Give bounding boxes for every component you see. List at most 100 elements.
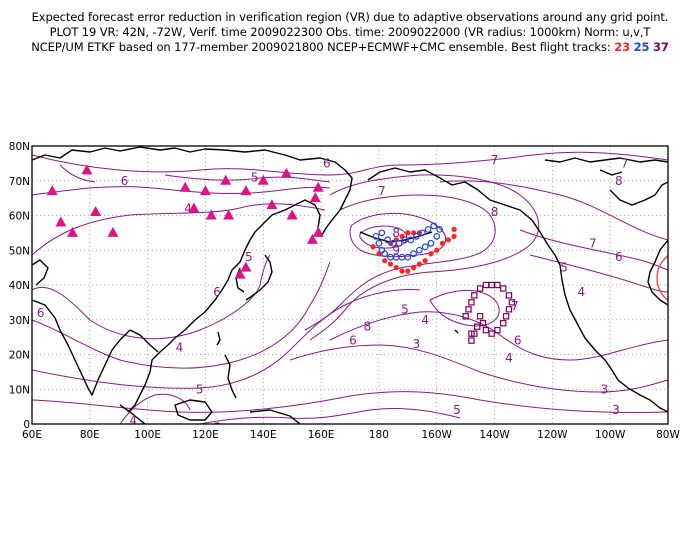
- track-point-purple: [482, 326, 490, 334]
- track-point-blue: [424, 225, 432, 233]
- track-point-red: [393, 265, 399, 271]
- observation-triangle: [90, 206, 102, 217]
- lon-tick-label: 100E: [134, 429, 161, 441]
- contour-label: 3: [612, 403, 620, 417]
- track-point-purple: [465, 306, 472, 313]
- observation-triangle: [179, 181, 191, 192]
- observation-triangle: [81, 164, 93, 175]
- observation-triangle: [312, 226, 324, 237]
- track-point-purple: [474, 323, 481, 330]
- contour-line: [349, 212, 447, 258]
- observation-triangle: [306, 233, 318, 244]
- contour-label: 3: [601, 382, 609, 396]
- observation-triangle: [234, 268, 246, 279]
- coastline-china: [174, 239, 251, 339]
- contour-line: [199, 407, 461, 424]
- contour-line: [529, 254, 668, 293]
- contour-label: 7: [378, 184, 386, 198]
- contour-label: 4: [421, 313, 429, 327]
- contour-line: [429, 289, 500, 327]
- lon-tick-label: 80W: [656, 429, 680, 441]
- contour-label: 7: [491, 153, 499, 167]
- lat-tick-label: 80N: [9, 141, 30, 153]
- coastline-bay: [129, 329, 159, 353]
- observation-triangle: [223, 209, 235, 220]
- map-frame: [31, 145, 669, 425]
- track-point-purple: [468, 337, 475, 344]
- track-point-red: [439, 240, 446, 246]
- track-point-purple: [476, 313, 484, 320]
- contour-label: 6: [213, 285, 221, 299]
- lat-tick-label: 30N: [9, 315, 30, 327]
- contour-label: 8: [364, 320, 372, 334]
- contour-label: 6: [349, 334, 357, 348]
- track-point-blue: [410, 250, 418, 258]
- track-point-red: [399, 268, 405, 274]
- track-point-blue: [381, 250, 389, 258]
- track-point-purple: [502, 313, 510, 320]
- contour-line: [32, 391, 668, 413]
- track-point-purple: [494, 326, 501, 334]
- lon-tick-label: 120W: [537, 429, 568, 441]
- latitude-labels: 0 10N 20N 30N 40N 50N 60N 70N 80N: [9, 141, 30, 431]
- coastline-islands-arctic: [599, 169, 623, 176]
- track-point-purple: [476, 285, 484, 292]
- observation-triangle: [266, 199, 278, 210]
- contour-label: 9: [392, 243, 400, 257]
- contour-label: 6: [37, 306, 45, 320]
- track-label-purple: 37: [652, 40, 669, 54]
- lon-tick-label: 160E: [308, 429, 335, 441]
- track-point-red: [451, 233, 457, 239]
- coastline-borneo: [174, 399, 213, 421]
- observation-triangle: [280, 167, 292, 178]
- observation-triangle: [220, 174, 232, 185]
- track-point-purple: [468, 330, 475, 337]
- verification-region-circle: [656, 254, 668, 302]
- contour-label: 7: [621, 156, 629, 170]
- track-point-red: [370, 244, 376, 250]
- lat-tick-label: 40N: [9, 280, 30, 292]
- contour-label: 5: [560, 261, 568, 275]
- track-point-blue: [401, 236, 409, 244]
- contour-label: 5: [453, 403, 461, 417]
- observation-triangle: [199, 185, 211, 196]
- contour-label: 7: [511, 299, 519, 313]
- track-point-red: [445, 237, 451, 243]
- lon-tick-label: 140W: [479, 429, 510, 441]
- track-point-red: [387, 261, 394, 267]
- track-point-purple: [494, 281, 501, 289]
- track-point-blue: [430, 222, 438, 230]
- contour-line: [32, 254, 271, 340]
- coastline-okhotsk: [249, 199, 316, 241]
- track-point-red: [382, 258, 388, 264]
- track-point-purple: [488, 281, 495, 289]
- coastline-alaska: [367, 167, 561, 266]
- contour-label: 8: [392, 226, 400, 240]
- track-label-red: 23: [614, 40, 631, 54]
- contour-line: [304, 194, 496, 331]
- lon-tick-label: 140E: [250, 429, 277, 441]
- observation-triangle: [312, 181, 324, 192]
- contour-label: 6: [514, 334, 522, 348]
- observation-triangle: [309, 192, 321, 203]
- track-point-blue: [413, 232, 420, 240]
- track-point-red: [451, 226, 457, 232]
- track-point-purple: [479, 320, 487, 327]
- contour-line: [32, 289, 421, 389]
- track-point-purple: [500, 285, 507, 292]
- title-line-1: Expected forecast error reduction in ver…: [31, 10, 669, 24]
- contour-label: 6: [615, 250, 623, 264]
- observation-triangle: [188, 202, 200, 213]
- contour-label: 5: [213, 420, 221, 434]
- coastline-eurasia-west: [32, 259, 49, 286]
- contour-line: [32, 261, 331, 369]
- track-point-purple: [468, 299, 475, 306]
- track-point-blue: [404, 253, 412, 261]
- coastline-asia-north: [32, 146, 353, 201]
- contour-label: 5: [251, 170, 259, 184]
- contour-label: 4: [176, 341, 184, 355]
- track-point-blue: [427, 239, 435, 247]
- title-line-2: PLOT 19 VR: 42N, -72W, Verif. time 20090…: [49, 25, 651, 39]
- contour-label: 5: [245, 250, 253, 264]
